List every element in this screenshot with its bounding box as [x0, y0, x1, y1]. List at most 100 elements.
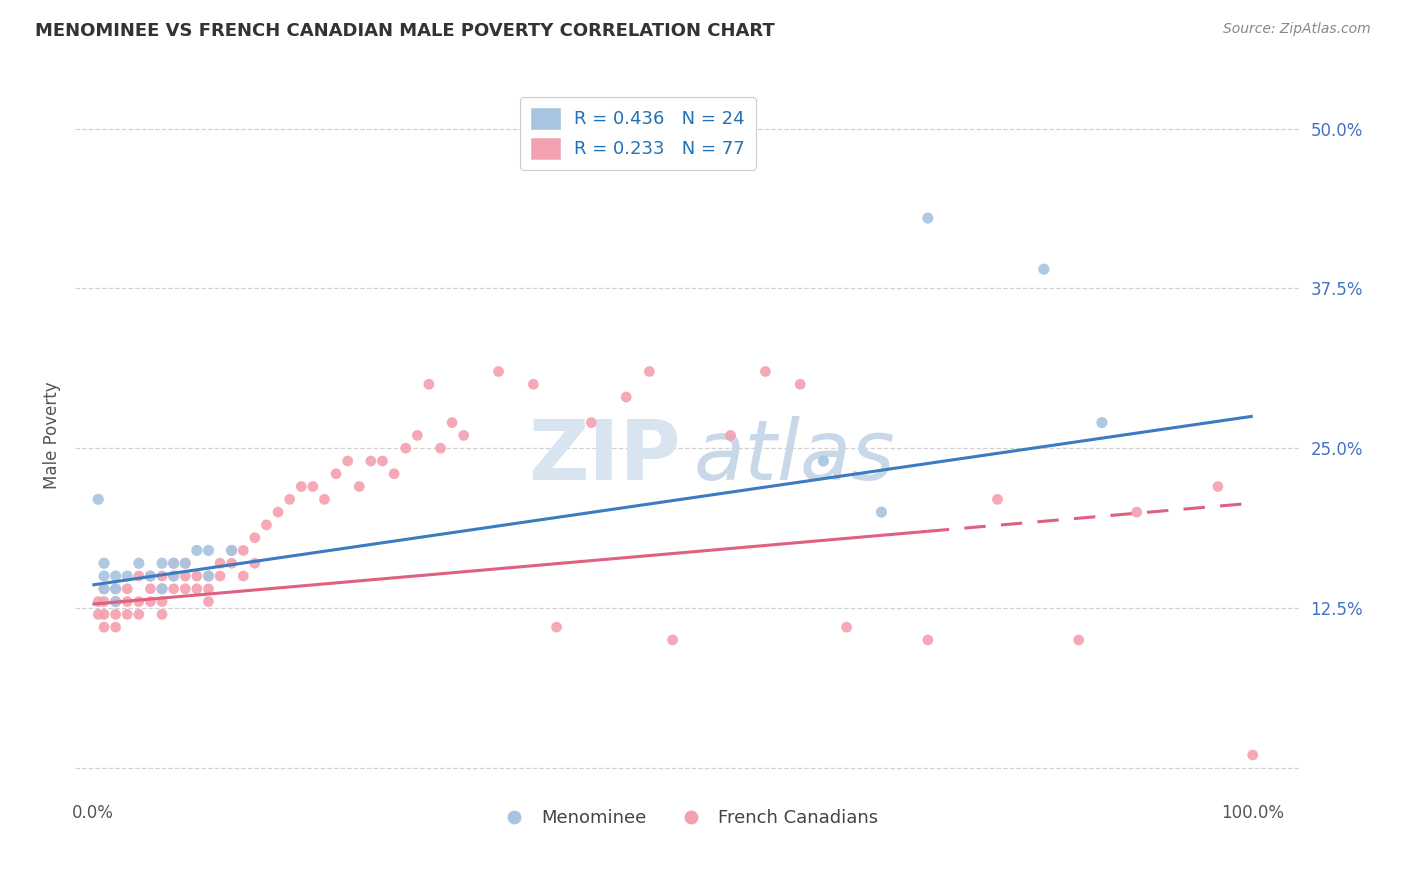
Point	[1206, 479, 1229, 493]
Point	[174, 582, 197, 596]
Point	[174, 569, 197, 583]
Point	[115, 607, 138, 622]
Point	[661, 632, 683, 647]
Y-axis label: Male Poverty: Male Poverty	[44, 382, 60, 489]
Text: atlas: atlas	[693, 417, 894, 498]
Point	[104, 569, 127, 583]
Point	[162, 569, 184, 583]
Point	[139, 569, 162, 583]
Point	[104, 594, 127, 608]
Point	[128, 607, 150, 622]
Point	[162, 556, 184, 570]
Point	[278, 492, 301, 507]
Legend: Menominee, French Canadians: Menominee, French Canadians	[488, 802, 886, 834]
Point	[314, 492, 336, 507]
Point	[1241, 747, 1264, 762]
Point	[917, 211, 939, 225]
Point	[221, 556, 243, 570]
Point	[186, 582, 208, 596]
Point	[1032, 262, 1054, 277]
Point	[162, 582, 184, 596]
Point	[186, 543, 208, 558]
Point	[128, 594, 150, 608]
Point	[221, 543, 243, 558]
Point	[104, 594, 127, 608]
Point	[93, 569, 115, 583]
Point	[789, 377, 811, 392]
Point	[441, 416, 464, 430]
Point	[150, 582, 173, 596]
Point	[186, 569, 208, 583]
Point	[93, 582, 115, 596]
Point	[638, 364, 661, 378]
Point	[488, 364, 510, 378]
Point	[93, 556, 115, 570]
Point	[139, 582, 162, 596]
Point	[209, 569, 232, 583]
Point	[581, 416, 603, 430]
Point	[256, 517, 278, 532]
Point	[93, 594, 115, 608]
Point	[128, 556, 150, 570]
Point	[174, 556, 197, 570]
Point	[139, 594, 162, 608]
Point	[232, 543, 254, 558]
Point	[115, 582, 138, 596]
Point	[1125, 505, 1147, 519]
Text: Source: ZipAtlas.com: Source: ZipAtlas.com	[1223, 22, 1371, 37]
Point	[243, 531, 266, 545]
Point	[150, 594, 173, 608]
Point	[162, 556, 184, 570]
Point	[418, 377, 440, 392]
Point	[93, 620, 115, 634]
Point	[522, 377, 544, 392]
Point	[395, 441, 418, 455]
Point	[87, 492, 110, 507]
Point	[221, 543, 243, 558]
Point	[360, 454, 382, 468]
Point	[93, 607, 115, 622]
Text: MENOMINEE VS FRENCH CANADIAN MALE POVERTY CORRELATION CHART: MENOMINEE VS FRENCH CANADIAN MALE POVERT…	[35, 22, 775, 40]
Point	[115, 569, 138, 583]
Point	[546, 620, 568, 634]
Point	[209, 556, 232, 570]
Point	[243, 556, 266, 570]
Point	[429, 441, 451, 455]
Point	[197, 582, 219, 596]
Point	[754, 364, 776, 378]
Point	[835, 620, 858, 634]
Point	[150, 556, 173, 570]
Point	[139, 569, 162, 583]
Point	[115, 594, 138, 608]
Point	[87, 594, 110, 608]
Point	[453, 428, 475, 442]
Point	[232, 569, 254, 583]
Point	[336, 454, 359, 468]
Point	[720, 428, 742, 442]
Point	[104, 607, 127, 622]
Point	[382, 467, 405, 481]
Point	[325, 467, 347, 481]
Point	[150, 607, 173, 622]
Point	[406, 428, 429, 442]
Point	[917, 632, 939, 647]
Point	[197, 569, 219, 583]
Point	[104, 582, 127, 596]
Point	[197, 569, 219, 583]
Point	[813, 454, 835, 468]
Point	[150, 582, 173, 596]
Point	[290, 479, 312, 493]
Point	[349, 479, 371, 493]
Point	[302, 479, 325, 493]
Point	[870, 505, 893, 519]
Point	[104, 582, 127, 596]
Text: ZIP: ZIP	[529, 417, 681, 498]
Point	[267, 505, 290, 519]
Point	[197, 543, 219, 558]
Point	[128, 569, 150, 583]
Point	[371, 454, 394, 468]
Point	[150, 569, 173, 583]
Point	[1067, 632, 1090, 647]
Point	[197, 594, 219, 608]
Point	[174, 556, 197, 570]
